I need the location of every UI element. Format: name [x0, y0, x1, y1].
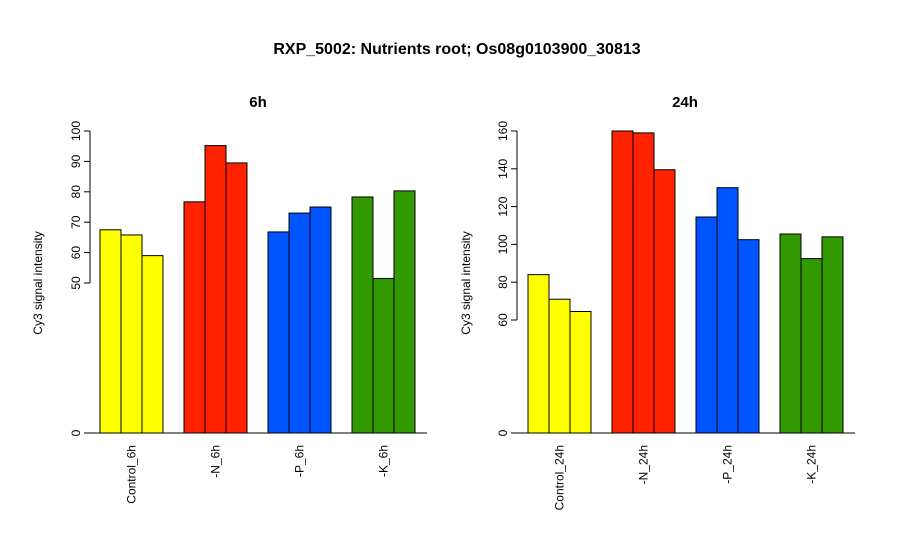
bar--N_6h-1: [183, 201, 206, 434]
bar--K_6h-2: [372, 277, 395, 434]
y-tick-label: 60: [69, 246, 83, 260]
x-category-label: -K_6h: [377, 445, 391, 477]
y-tick-label: 70: [69, 215, 83, 229]
x-category-label: -P_24h: [721, 445, 735, 484]
bar--N_24h-3: [653, 169, 676, 434]
y-tick-label: 60: [496, 313, 510, 327]
bar-Control_24h-3: [569, 310, 592, 434]
y-tick-label: 0: [69, 429, 83, 436]
bar--P_24h-1: [695, 216, 718, 434]
y-tick-label: 140: [496, 158, 510, 178]
panel-24h: 24h Cy3 signal intensity 0 60 80 100 120 140 1…: [459, 94, 855, 510]
x-category-label: -N_24h: [637, 445, 651, 484]
bar--N_6h-2: [204, 145, 227, 434]
bar--P_24h-3: [737, 239, 760, 434]
bar-Control_24h-2: [548, 298, 571, 434]
panel-24h-ylabel: Cy3 signal intensity: [459, 231, 473, 334]
bar--N_24h-2: [632, 132, 655, 434]
bar--K_6h-3: [393, 190, 416, 434]
bar-Control_6h-2: [120, 234, 143, 434]
x-category-label: -P_6h: [293, 445, 307, 477]
bar--N_24h-1: [611, 130, 634, 434]
panel-6h-title: 6h: [249, 94, 267, 111]
bar--P_6h-1: [267, 231, 290, 434]
bar--K_24h-1: [779, 233, 802, 434]
bar--P_24h-2: [716, 187, 739, 434]
y-tick-label: 80: [69, 185, 83, 199]
y-tick-label: 50: [69, 276, 83, 290]
panel-24h-title: 24h: [672, 94, 698, 111]
y-tick-label: 90: [69, 154, 83, 168]
bar--P_6h-3: [309, 206, 332, 434]
bar-Control_6h-3: [141, 255, 164, 434]
x-category-label: Control_6h: [125, 445, 139, 504]
y-tick-label: 80: [496, 275, 510, 289]
x-category-label: -N_6h: [209, 445, 223, 478]
bar--K_24h-2: [800, 258, 823, 434]
bar--N_6h-3: [225, 162, 248, 434]
bar-Control_24h-1: [527, 274, 550, 434]
y-tick-label: 120: [496, 196, 510, 216]
y-tick-label: 160: [496, 121, 510, 141]
bar--K_6h-1: [351, 196, 374, 434]
y-tick-label: 0: [496, 429, 510, 436]
panel-6h-ylabel: Cy3 signal intensity: [31, 231, 45, 334]
bar-Control_6h-1: [99, 229, 122, 434]
y-tick-label: 100: [69, 121, 83, 141]
bar--P_6h-2: [288, 212, 311, 434]
figure-title: RXP_5002: Nutrients root; Os08g0103900_3…: [273, 41, 640, 58]
x-category-label: Control_24h: [553, 445, 567, 510]
x-category-label: -K_24h: [805, 445, 819, 484]
bar--K_24h-3: [821, 236, 844, 434]
y-tick-label: 100: [496, 234, 510, 254]
panel-6h: 6h Cy3 signal intensity 0 50 60 70 80 90 100 Co…: [31, 94, 427, 504]
